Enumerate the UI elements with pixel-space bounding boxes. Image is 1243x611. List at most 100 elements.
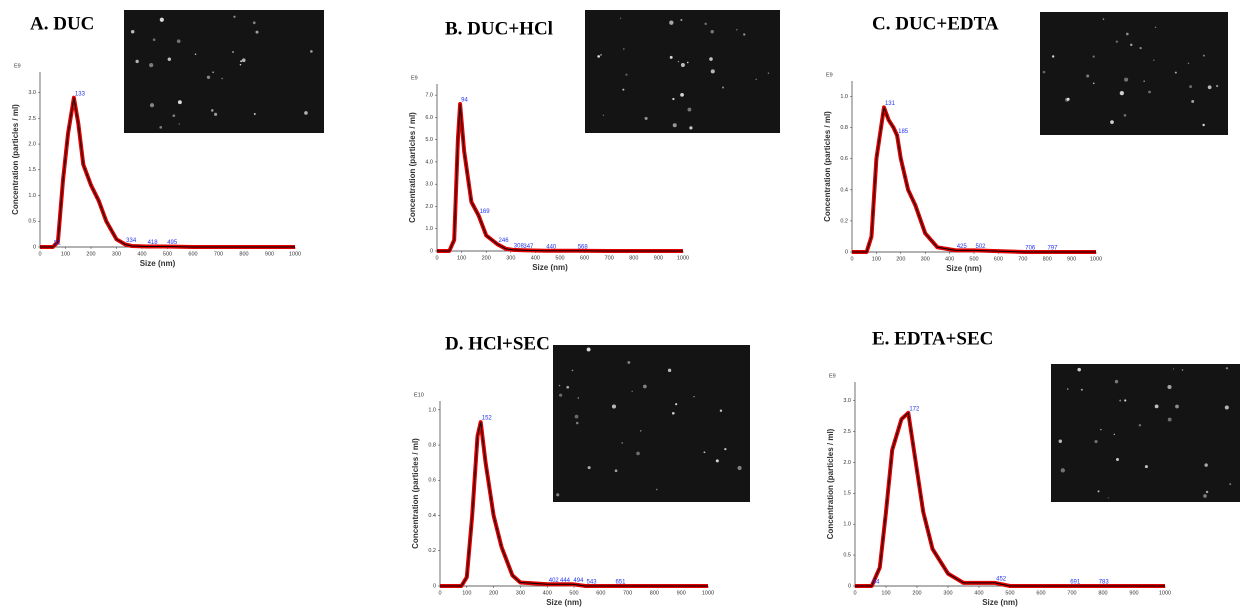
particle-dot	[1148, 91, 1151, 94]
particle-dot	[675, 403, 677, 405]
particle-dot	[150, 103, 154, 107]
inset-image	[585, 10, 780, 133]
particle-dot	[1116, 40, 1118, 42]
peak-label: 783	[1099, 580, 1110, 586]
peak-label: 502	[975, 244, 986, 250]
x-tick-label: 800	[629, 255, 638, 261]
particle-dot	[211, 109, 214, 112]
particle-dot	[1216, 85, 1218, 87]
particle-dot	[1203, 494, 1207, 498]
particle-dot	[304, 111, 308, 115]
particle-dot	[1126, 33, 1129, 36]
x-tick-label: 900	[654, 255, 663, 261]
particle-dot	[1155, 27, 1156, 28]
particle-dot	[625, 74, 627, 76]
x-axis-label: Size (nm)	[546, 598, 582, 607]
x-tick-label: 600	[1036, 590, 1045, 596]
particle-dot	[1119, 400, 1121, 402]
chart-title: D. HCl+SEC	[445, 333, 550, 354]
particle-dot	[1120, 91, 1124, 95]
particle-dot	[559, 385, 561, 387]
particle-dot	[603, 115, 604, 116]
particle-dot	[1167, 385, 1171, 389]
y-tick-label: 2.0	[425, 204, 433, 210]
peak-label: 133	[75, 91, 86, 97]
particle-dot	[743, 33, 745, 35]
x-tick-label: 1000	[702, 590, 714, 596]
particle-dot	[711, 69, 715, 73]
particle-dot	[722, 86, 724, 88]
peak-label: 691	[1070, 580, 1081, 586]
x-tick-label: 800	[650, 590, 659, 596]
x-tick-label: 0	[853, 590, 856, 596]
particle-dot	[1108, 497, 1109, 498]
particle-dot	[704, 451, 706, 453]
particle-dot	[1204, 463, 1207, 466]
particle-dot	[1110, 120, 1114, 124]
inset-image	[1040, 12, 1228, 135]
particle-dot	[1067, 98, 1070, 101]
particle-dot	[1061, 468, 1065, 472]
particle-dot	[672, 412, 675, 415]
particle-dot	[704, 23, 706, 25]
y-tick-label: 3.0	[425, 182, 433, 188]
x-tick-label: 700	[623, 590, 632, 596]
particle-dot	[673, 123, 677, 127]
x-tick-label: 600	[596, 590, 605, 596]
y-tick-label: 0.2	[428, 548, 436, 554]
peak-label: 152	[482, 416, 493, 422]
peak-label: 797	[1047, 246, 1058, 252]
particle-dot	[559, 394, 562, 397]
particle-dot	[1191, 100, 1194, 103]
particle-dot	[1114, 434, 1115, 435]
particle-dot	[615, 469, 618, 472]
particle-dot	[1202, 124, 1204, 126]
x-tick-label: 100	[881, 590, 890, 596]
x-axis-label: Size (nm)	[140, 259, 176, 268]
y-tick-label: 0.5	[843, 553, 851, 559]
x-tick-label: 900	[1129, 590, 1138, 596]
x-axis-label: Size (nm)	[532, 263, 568, 272]
particle-dot	[645, 117, 648, 120]
y-tick-label: 0.4	[840, 187, 848, 193]
peak-label: 185	[898, 129, 909, 135]
particle-dot	[693, 396, 694, 397]
particle-dot	[172, 114, 175, 117]
x-tick-label: 1000	[289, 251, 301, 257]
x-tick-label: 600	[580, 255, 589, 261]
particle-dot	[242, 58, 246, 62]
particle-dot	[1155, 405, 1159, 409]
particle-dot	[576, 422, 579, 425]
x-tick-label: 0	[850, 256, 853, 262]
particle-dot	[1145, 465, 1148, 468]
x-tick-label: 700	[605, 255, 614, 261]
x-tick-label: 1000	[677, 255, 689, 261]
y-axis-label: Concentration (particles / ml)	[408, 112, 417, 223]
peak-label: 347	[523, 244, 534, 250]
particle-dot	[672, 98, 674, 100]
x-tick-label: 200	[912, 590, 921, 596]
particle-dot	[627, 361, 630, 364]
y-tick-label: 1.5	[843, 491, 851, 497]
x-tick-label: 500	[163, 251, 172, 257]
x-tick-label: 100	[61, 251, 70, 257]
y-tick-label: 3.0	[28, 90, 36, 96]
particle-dot	[1098, 490, 1100, 492]
x-tick-label: 500	[569, 590, 578, 596]
x-tick-label: 200	[489, 590, 498, 596]
particle-dot	[131, 30, 134, 33]
x-tick-label: 300	[921, 256, 930, 262]
particle-dot	[178, 100, 182, 104]
particle-dot	[1182, 369, 1184, 371]
peak-label: 334	[126, 238, 137, 244]
particle-dot	[620, 18, 621, 19]
particle-dot	[566, 386, 569, 389]
inset-image	[124, 10, 324, 133]
x-tick-label: 800	[239, 251, 248, 257]
figure: A. DUCE900.51.01.52.02.53.00100200300400…	[0, 0, 1243, 611]
x-tick-label: 800	[1098, 590, 1107, 596]
particle-dot	[716, 459, 719, 462]
scale-label: E9	[411, 75, 418, 81]
y-tick-label: 0	[433, 583, 436, 589]
chart-title: E. EDTA+SEC	[872, 328, 993, 349]
